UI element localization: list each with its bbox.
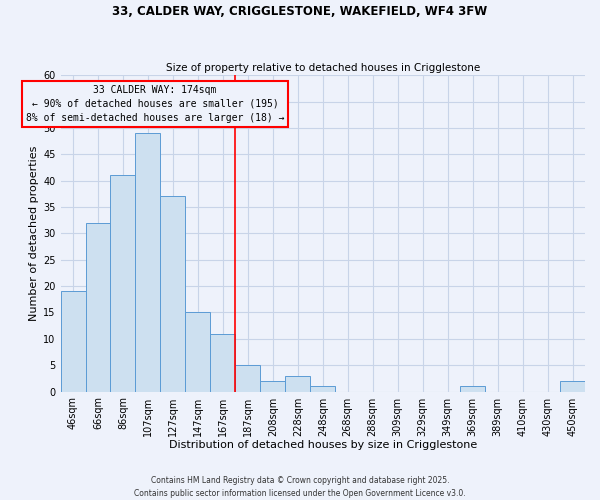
Text: 33, CALDER WAY, CRIGGLESTONE, WAKEFIELD, WF4 3FW: 33, CALDER WAY, CRIGGLESTONE, WAKEFIELD,… [112, 5, 488, 18]
Bar [211, 334, 235, 392]
Text: 33 CALDER WAY: 174sqm
← 90% of detached houses are smaller (195)
8% of semi-deta: 33 CALDER WAY: 174sqm ← 90% of detached … [26, 84, 284, 122]
Bar [560, 381, 585, 392]
Bar [260, 381, 286, 392]
Bar [61, 292, 86, 392]
Bar [160, 196, 185, 392]
Y-axis label: Number of detached properties: Number of detached properties [29, 146, 39, 321]
Bar [460, 386, 485, 392]
Bar [185, 312, 211, 392]
Bar [136, 133, 160, 392]
Text: Contains HM Land Registry data © Crown copyright and database right 2025.
Contai: Contains HM Land Registry data © Crown c… [134, 476, 466, 498]
Bar [235, 365, 260, 392]
Bar [86, 223, 110, 392]
Bar [110, 176, 136, 392]
X-axis label: Distribution of detached houses by size in Crigglestone: Distribution of detached houses by size … [169, 440, 477, 450]
Bar [286, 376, 310, 392]
Bar [310, 386, 335, 392]
Title: Size of property relative to detached houses in Crigglestone: Size of property relative to detached ho… [166, 63, 480, 73]
